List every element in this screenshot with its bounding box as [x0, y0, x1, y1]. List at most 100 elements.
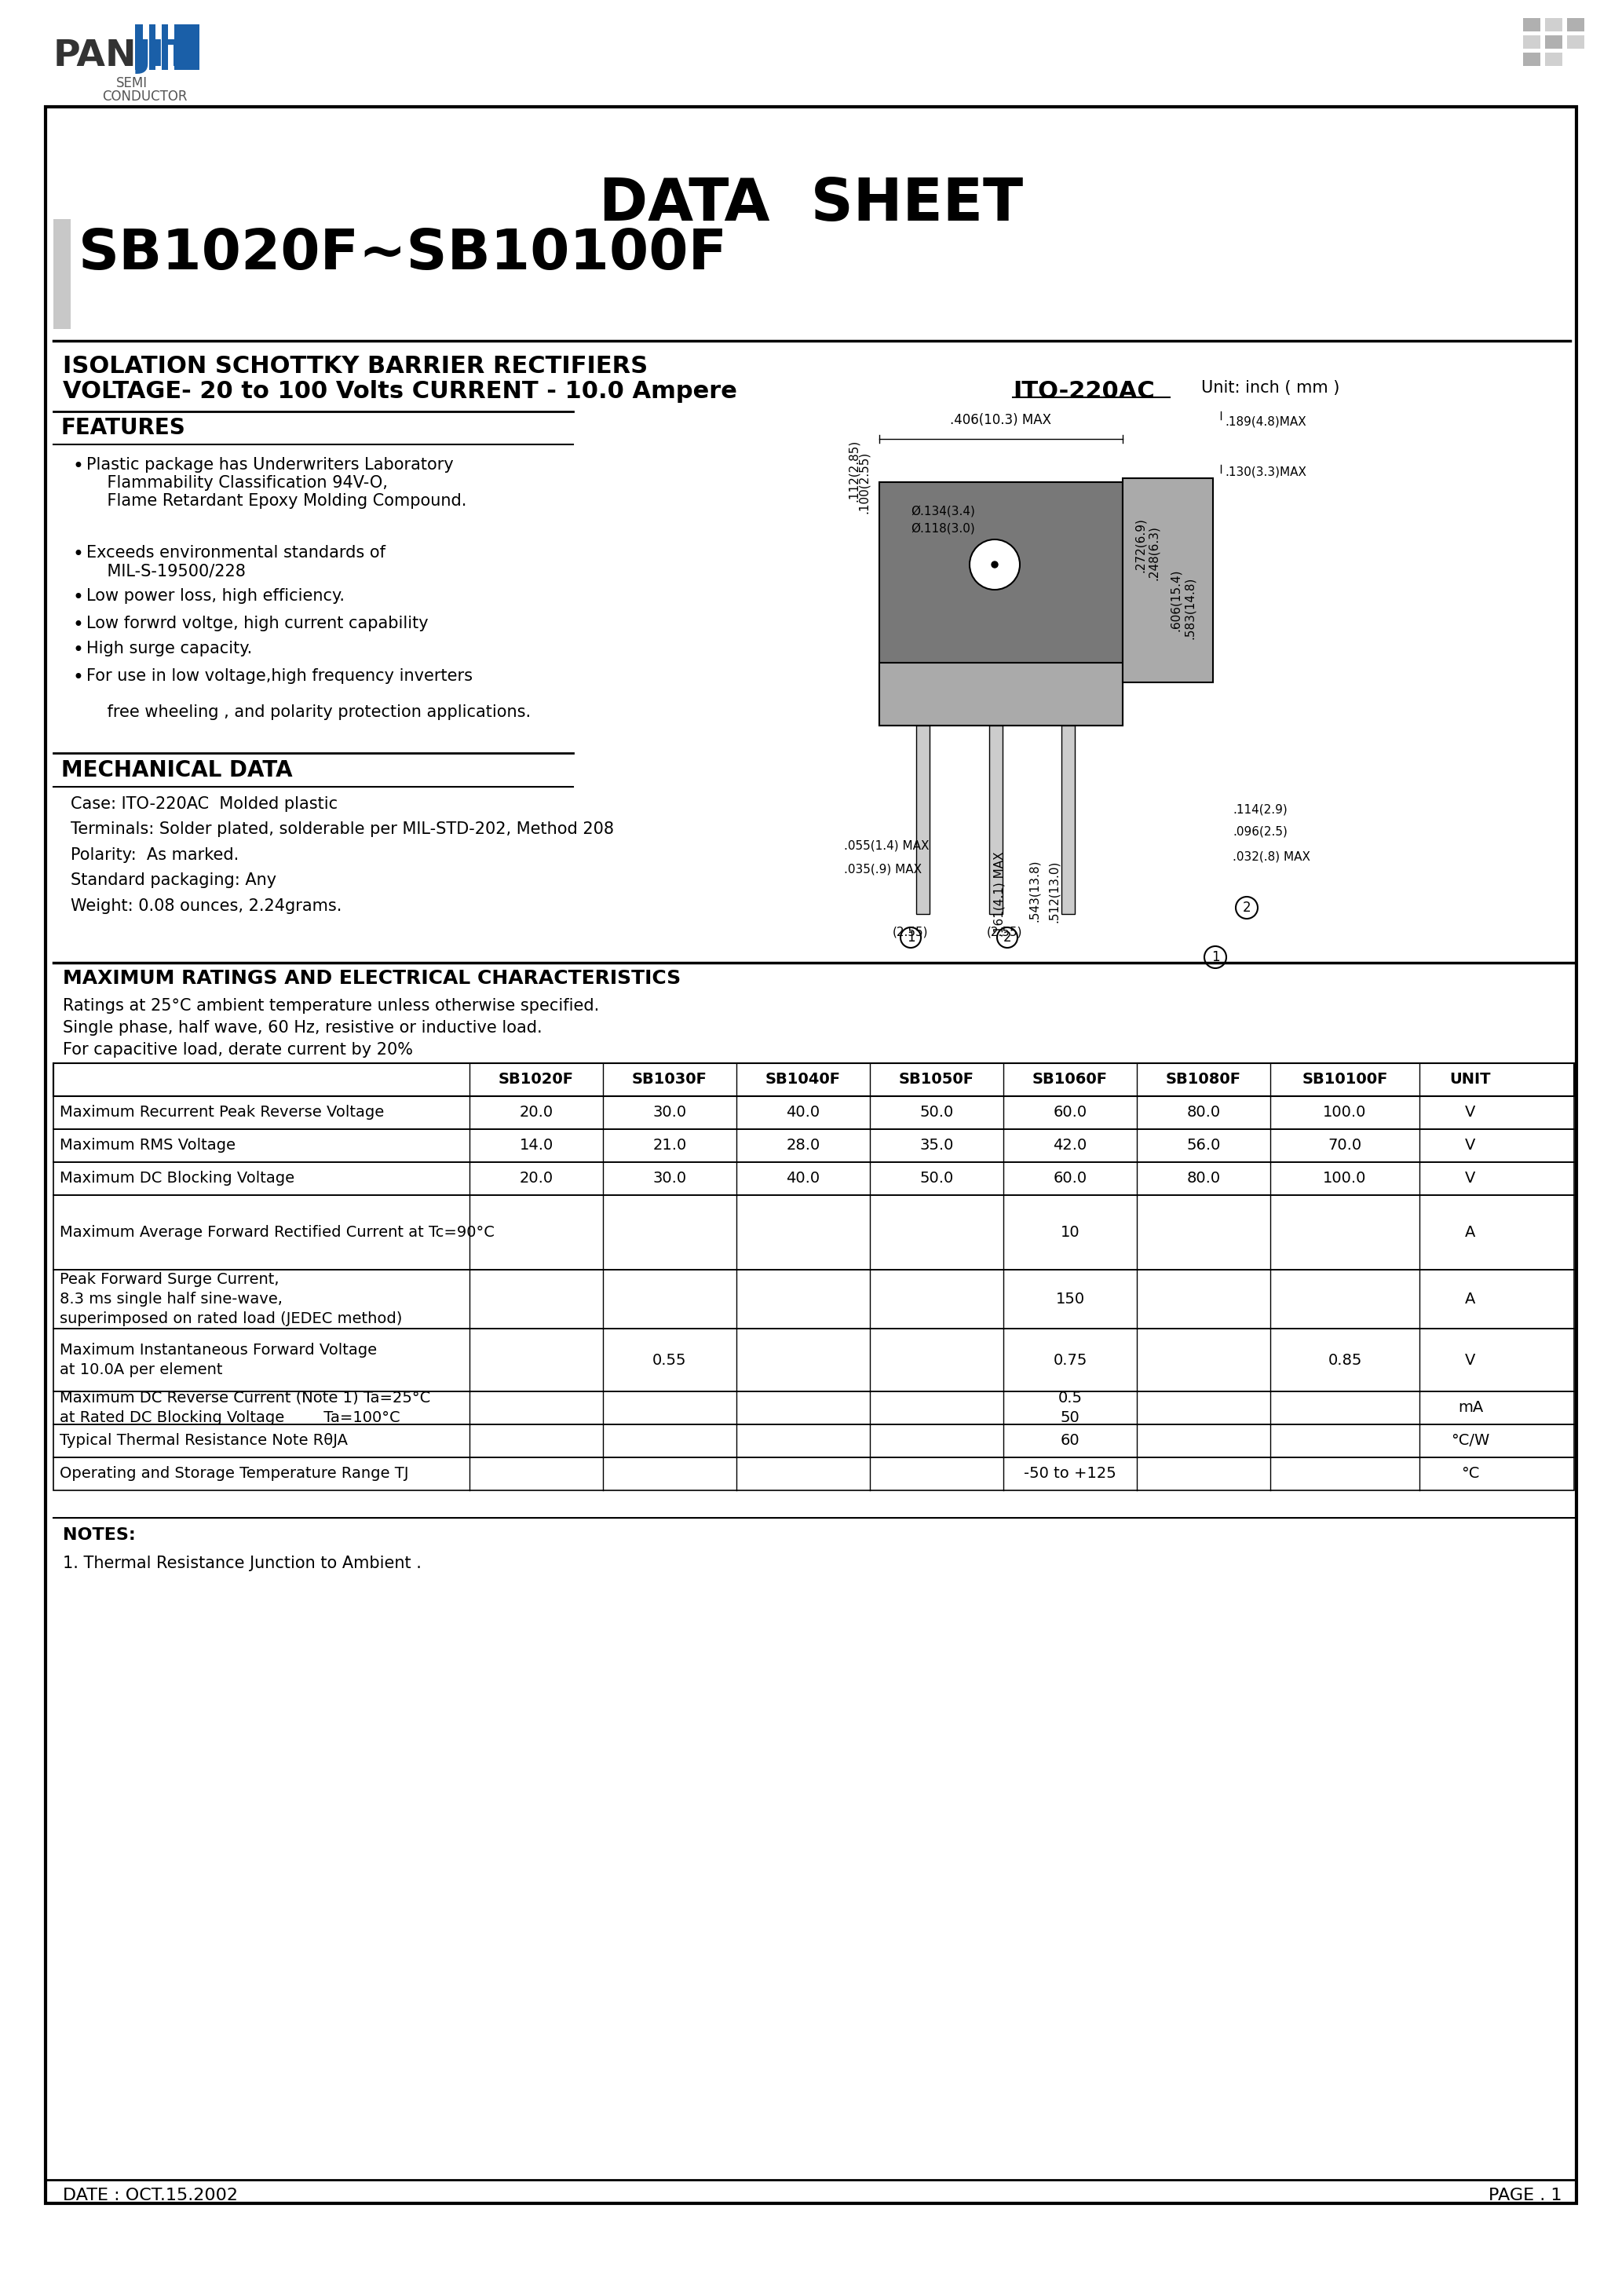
Bar — [879, 482, 1122, 726]
Text: Exceeds environmental standards of
    MIL-S-19500/228: Exceeds environmental standards of MIL-S… — [86, 544, 386, 579]
Text: A: A — [1465, 1293, 1476, 1306]
Text: -50 to +125: -50 to +125 — [1023, 1467, 1116, 1481]
Text: •: • — [73, 668, 83, 687]
Text: •: • — [73, 457, 83, 475]
Text: Terminals: Solder plated, solderable per MIL-STD-202, Method 208: Terminals: Solder plated, solderable per… — [71, 822, 615, 838]
Text: Ø.118(3.0): Ø.118(3.0) — [910, 523, 975, 535]
Text: V: V — [1465, 1171, 1476, 1187]
Bar — [1523, 34, 1541, 48]
Bar — [54, 1063, 1573, 1095]
Bar — [54, 1458, 1573, 1490]
Text: ITO-220AC: ITO-220AC — [1012, 381, 1155, 402]
Bar — [989, 726, 1002, 914]
Text: PAN: PAN — [54, 39, 138, 73]
Text: 1. Thermal Resistance Junction to Ambient .: 1. Thermal Resistance Junction to Ambien… — [63, 1554, 422, 1570]
Bar — [54, 1391, 1573, 1424]
Text: .114(2.9): .114(2.9) — [1233, 804, 1288, 815]
Text: 56.0: 56.0 — [1187, 1139, 1221, 1153]
Text: 50.0: 50.0 — [920, 1104, 954, 1120]
Bar — [54, 1329, 1573, 1391]
Text: Low power loss, high efficiency.: Low power loss, high efficiency. — [86, 588, 344, 604]
Text: 2: 2 — [1242, 900, 1251, 914]
Bar — [1567, 18, 1585, 32]
Text: Maximum DC Blocking Voltage: Maximum DC Blocking Voltage — [60, 1171, 295, 1187]
Text: .272(6.9): .272(6.9) — [1134, 517, 1147, 572]
Text: °C: °C — [1461, 1467, 1479, 1481]
Text: .189(4.8)MAX: .189(4.8)MAX — [1225, 416, 1306, 427]
Bar — [1122, 478, 1213, 682]
Text: 2: 2 — [1002, 930, 1012, 944]
Text: Standard packaging: Any: Standard packaging: Any — [71, 872, 276, 889]
Text: 1: 1 — [907, 930, 915, 944]
Text: 0.75: 0.75 — [1053, 1352, 1087, 1368]
Text: 0.85: 0.85 — [1328, 1352, 1362, 1368]
Text: Peak Forward Surge Current,
8.3 ms single half sine-wave,
superimposed on rated : Peak Forward Surge Current, 8.3 ms singl… — [60, 1272, 402, 1327]
Text: Operating and Storage Temperature Range TJ: Operating and Storage Temperature Range … — [60, 1467, 409, 1481]
Bar — [54, 1196, 1573, 1270]
Text: 60: 60 — [1061, 1433, 1080, 1449]
Text: •: • — [73, 544, 83, 565]
Text: .406(10.3) MAX: .406(10.3) MAX — [950, 413, 1051, 427]
Text: Plastic package has Underwriters Laboratory
    Flammability Classification 94V-: Plastic package has Underwriters Laborat… — [86, 457, 467, 510]
Text: Maximum Instantaneous Forward Voltage
at 10.0A per element: Maximum Instantaneous Forward Voltage at… — [60, 1343, 376, 1378]
Text: .035(.9) MAX: .035(.9) MAX — [843, 863, 921, 875]
Text: 50.0: 50.0 — [920, 1171, 954, 1187]
Bar — [54, 1130, 1573, 1162]
Text: DATA  SHEET: DATA SHEET — [599, 177, 1023, 234]
Bar — [156, 25, 162, 69]
Bar — [143, 25, 149, 69]
Text: •: • — [73, 641, 83, 659]
Text: 20.0: 20.0 — [519, 1171, 553, 1187]
Text: 40.0: 40.0 — [787, 1171, 821, 1187]
Text: 1: 1 — [1212, 951, 1220, 964]
Text: .606(15.4): .606(15.4) — [1169, 569, 1181, 631]
Text: Polarity:  As marked.: Polarity: As marked. — [71, 847, 238, 863]
Text: 40.0: 40.0 — [787, 1104, 821, 1120]
Text: (2.55): (2.55) — [988, 925, 1023, 937]
Text: .130(3.3)MAX: .130(3.3)MAX — [1225, 466, 1306, 478]
Text: UNIT: UNIT — [1450, 1072, 1491, 1086]
Bar — [1523, 53, 1541, 67]
Text: 21.0: 21.0 — [652, 1139, 686, 1153]
Text: .583(14.8): .583(14.8) — [1184, 576, 1195, 638]
Text: mA: mA — [1458, 1401, 1483, 1414]
Text: MECHANICAL DATA: MECHANICAL DATA — [62, 760, 292, 781]
Text: Maximum Average Forward Rectified Current at Tc=90°C: Maximum Average Forward Rectified Curren… — [60, 1226, 495, 1240]
Text: Unit: inch ( mm ): Unit: inch ( mm ) — [1202, 381, 1340, 395]
Bar — [1546, 53, 1562, 67]
Text: SB1080F: SB1080F — [1166, 1072, 1241, 1086]
Text: 60.0: 60.0 — [1053, 1171, 1087, 1187]
Bar — [916, 726, 929, 914]
Text: •: • — [73, 588, 83, 606]
Text: .543(13.8): .543(13.8) — [1028, 859, 1040, 921]
Text: For use in low voltage,high frequency inverters

    free wheeling , and polarit: For use in low voltage,high frequency in… — [86, 668, 530, 721]
Bar — [1546, 18, 1562, 32]
Text: Typical Thermal Resistance Note RθJA: Typical Thermal Resistance Note RθJA — [60, 1433, 347, 1449]
Text: NOTES:: NOTES: — [63, 1527, 136, 1543]
Text: MAXIMUM RATINGS AND ELECTRICAL CHARACTERISTICS: MAXIMUM RATINGS AND ELECTRICAL CHARACTER… — [63, 969, 681, 987]
Bar — [1523, 18, 1541, 32]
Text: SB10100F: SB10100F — [1302, 1072, 1388, 1086]
Text: SB1020F: SB1020F — [498, 1072, 574, 1086]
Bar — [1546, 34, 1562, 48]
Text: 0.5
50: 0.5 50 — [1058, 1391, 1082, 1426]
Text: JIT: JIT — [138, 39, 190, 73]
Text: °C/W: °C/W — [1452, 1433, 1491, 1449]
Bar — [1061, 726, 1075, 914]
Text: 80.0: 80.0 — [1187, 1171, 1220, 1187]
Circle shape — [991, 563, 998, 567]
Bar — [54, 1162, 1573, 1196]
Text: For capacitive load, derate current by 20%: For capacitive load, derate current by 2… — [63, 1042, 414, 1058]
Text: 30.0: 30.0 — [652, 1171, 686, 1187]
Text: 30.0: 30.0 — [652, 1104, 686, 1120]
Text: V: V — [1465, 1352, 1476, 1368]
Text: SB1020F~SB10100F: SB1020F~SB10100F — [78, 227, 728, 280]
Text: ISOLATION SCHOTTKY BARRIER RECTIFIERS: ISOLATION SCHOTTKY BARRIER RECTIFIERS — [63, 356, 647, 379]
Text: 42.0: 42.0 — [1053, 1139, 1087, 1153]
Text: VOLTAGE- 20 to 100 Volts CURRENT - 10.0 Ampere: VOLTAGE- 20 to 100 Volts CURRENT - 10.0 … — [63, 381, 736, 402]
Text: .096(2.5): .096(2.5) — [1233, 824, 1288, 838]
Text: 14.0: 14.0 — [519, 1139, 553, 1153]
Text: CONDUCTOR: CONDUCTOR — [102, 90, 187, 103]
Text: 80.0: 80.0 — [1187, 1104, 1220, 1120]
Bar — [54, 1095, 1573, 1130]
